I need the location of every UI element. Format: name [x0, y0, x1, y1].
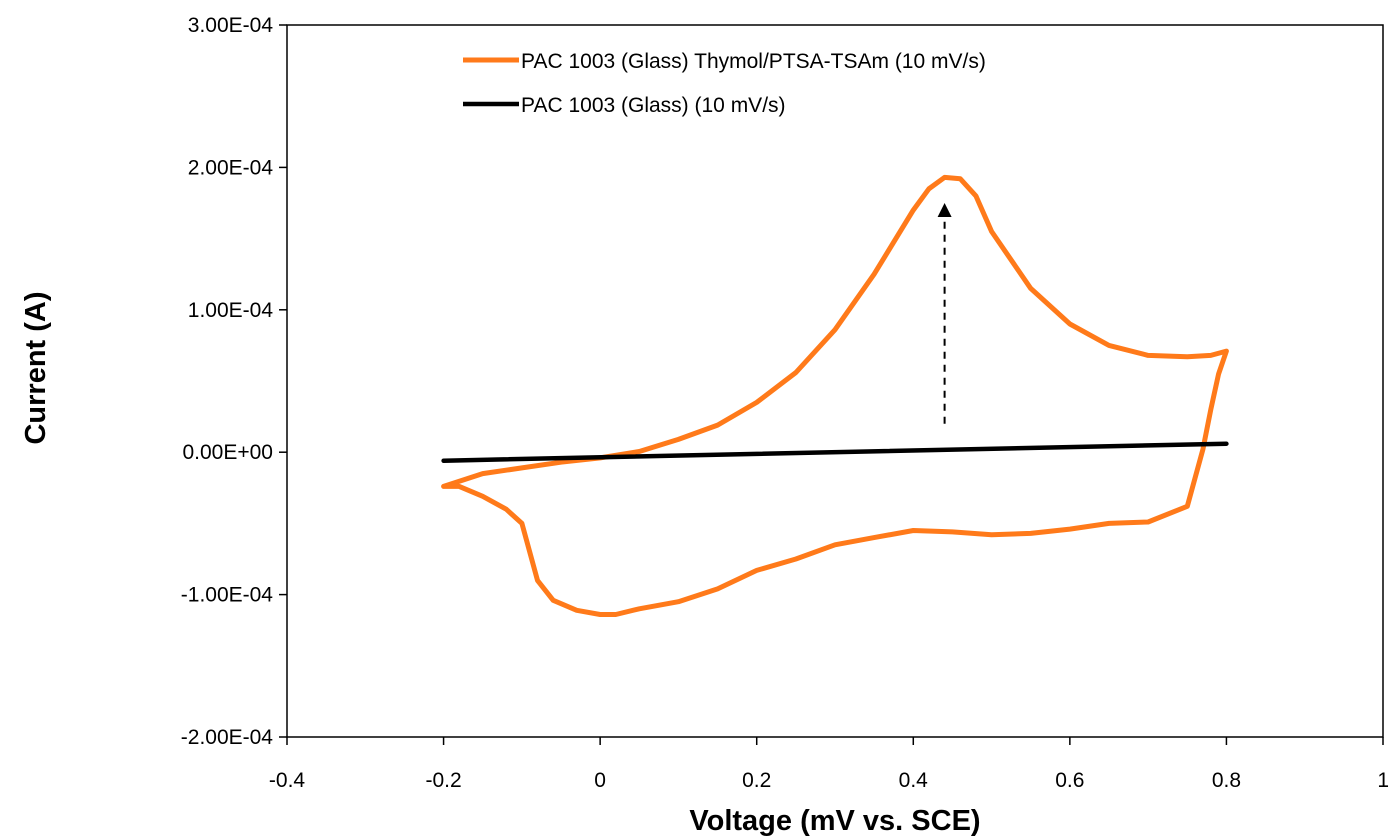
x-tick-label: 0.6 — [1055, 769, 1084, 792]
y-tick-label: 0.00E+00 — [182, 441, 273, 464]
legend-label: PAC 1003 (Glass) Thymol/PTSA-TSAm (10 mV… — [521, 50, 986, 73]
x-tick-label: 0.2 — [742, 769, 771, 792]
legend-label: PAC 1003 (Glass) (10 mV/s) — [521, 94, 786, 117]
x-tick-label: 0.4 — [899, 769, 929, 792]
series-line-glass — [441, 441, 1229, 463]
y-tick-label: 2.00E-04 — [188, 156, 274, 179]
x-tick-label: 0 — [594, 769, 606, 792]
x-axis-title: Voltage (mV vs. SCE) — [689, 805, 980, 837]
legend: PAC 1003 (Glass) Thymol/PTSA-TSAm (10 mV… — [463, 50, 986, 117]
y-axis: 3.00E-04 2.00E-04 1.00E-04 0.00E+00 -1.00E-0… — [181, 14, 287, 749]
annotation-layer — [937, 203, 952, 424]
y-tick-label: 3.00E-04 — [188, 14, 274, 37]
x-tick-label: -0.4 — [269, 769, 306, 792]
plot-border — [286, 24, 1384, 738]
series-layer — [441, 174, 1229, 617]
x-tick-label: 0.8 — [1212, 769, 1241, 792]
y-axis-title: Current (A) — [20, 291, 52, 444]
x-tick-label: 1 — [1377, 769, 1389, 792]
x-tick-label: -0.2 — [425, 769, 461, 792]
y-tick-label: -2.00E-04 — [181, 726, 274, 749]
x-axis: -0.4 -0.2 0 0.2 0.4 0.6 0.8 1 — [269, 737, 1389, 792]
series-line-thymol-ptsa — [441, 174, 1229, 617]
plot-area — [286, 24, 1384, 738]
arrowhead-icon — [937, 203, 952, 217]
y-tick-label: -1.00E-04 — [181, 584, 274, 607]
y-tick-label: 1.00E-04 — [188, 299, 274, 322]
